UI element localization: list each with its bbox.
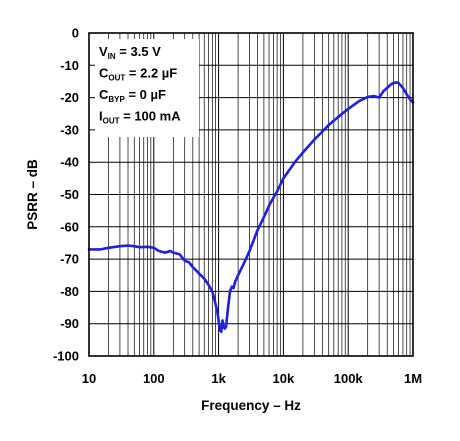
y-tick-label: -100 bbox=[53, 349, 79, 364]
y-tick-label: 0 bbox=[72, 26, 79, 41]
y-tick-label: -10 bbox=[60, 58, 79, 73]
y-tick-label: -20 bbox=[60, 90, 79, 105]
data-series bbox=[87, 81, 415, 334]
y-axis-label: PSRR – dB bbox=[25, 159, 40, 230]
annotation-line: COUT = 2.2 µF bbox=[99, 66, 177, 83]
x-axis-label: Frequency – Hz bbox=[201, 398, 301, 413]
annotation-line: CBYP = 0 µF bbox=[99, 87, 166, 104]
annotation-background bbox=[95, 39, 199, 137]
y-tick-label: -60 bbox=[60, 219, 79, 234]
annotation-line: IOUT = 100 mA bbox=[99, 109, 181, 126]
series-line-1 bbox=[87, 81, 415, 334]
x-tick-label: 10k bbox=[273, 371, 295, 386]
y-tick-label: -80 bbox=[60, 284, 79, 299]
x-tick-label: 10 bbox=[82, 371, 96, 386]
annotations: VIN = 3.5 V COUT = 2.2 µF CBYP = 0 µF IOUT … bbox=[99, 44, 181, 126]
x-tick-label: 100k bbox=[334, 371, 364, 386]
x-tick-label: 1k bbox=[211, 371, 226, 386]
y-tick-label: -90 bbox=[60, 316, 79, 331]
y-tick-label: -40 bbox=[60, 155, 79, 170]
plot-frame bbox=[88, 32, 414, 357]
annotation-box bbox=[95, 39, 199, 137]
x-tick-label: 1M bbox=[404, 371, 422, 386]
x-tick-labels: 10 100 1k 10k 100k 1M bbox=[82, 371, 422, 386]
y-tick-labels: 0 -10 -20 -30 -40 -50 -60 -70 -80 -90 -100 bbox=[53, 26, 79, 364]
y-tick-label: -70 bbox=[60, 252, 79, 267]
y-tick-label: -30 bbox=[60, 122, 79, 137]
annotation-line: VIN = 3.5 V bbox=[99, 44, 161, 61]
y-tick-label: -50 bbox=[60, 187, 79, 202]
x-tick-label: 100 bbox=[143, 371, 165, 386]
